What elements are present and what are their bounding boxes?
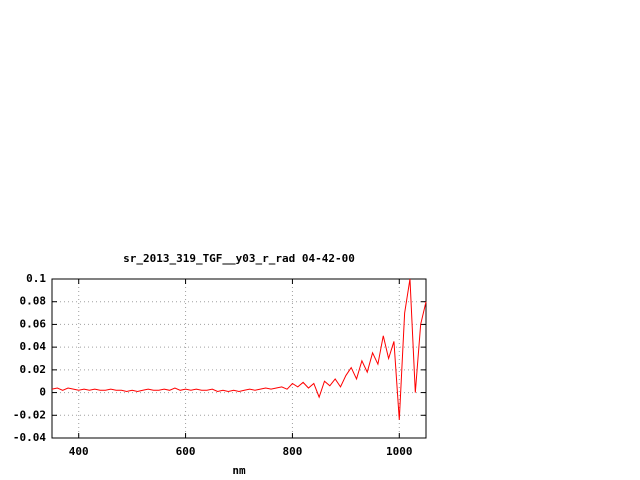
y-tick-label: 0.06 — [20, 317, 47, 330]
y-tick-label: 0.04 — [20, 340, 47, 353]
y-tick-label: -0.04 — [13, 431, 46, 444]
x-tick-label: 600 — [176, 445, 196, 458]
series-line — [51, 278, 427, 420]
x-axis-label: nm — [232, 464, 246, 477]
x-tick-label: 400 — [69, 445, 89, 458]
chart-title: sr_2013_319_TGF__y03_r_rad 04-42-00 — [123, 252, 355, 265]
y-tick-label: 0.02 — [20, 363, 47, 376]
y-tick-label: 0.08 — [20, 295, 47, 308]
y-tick-label: -0.02 — [13, 408, 46, 421]
y-tick-label: 0 — [39, 386, 46, 399]
plot-border — [51, 278, 427, 439]
x-tick-label: 800 — [282, 445, 302, 458]
x-tick-label: 1000 — [386, 445, 413, 458]
y-tick-label: 0.1 — [26, 272, 46, 285]
